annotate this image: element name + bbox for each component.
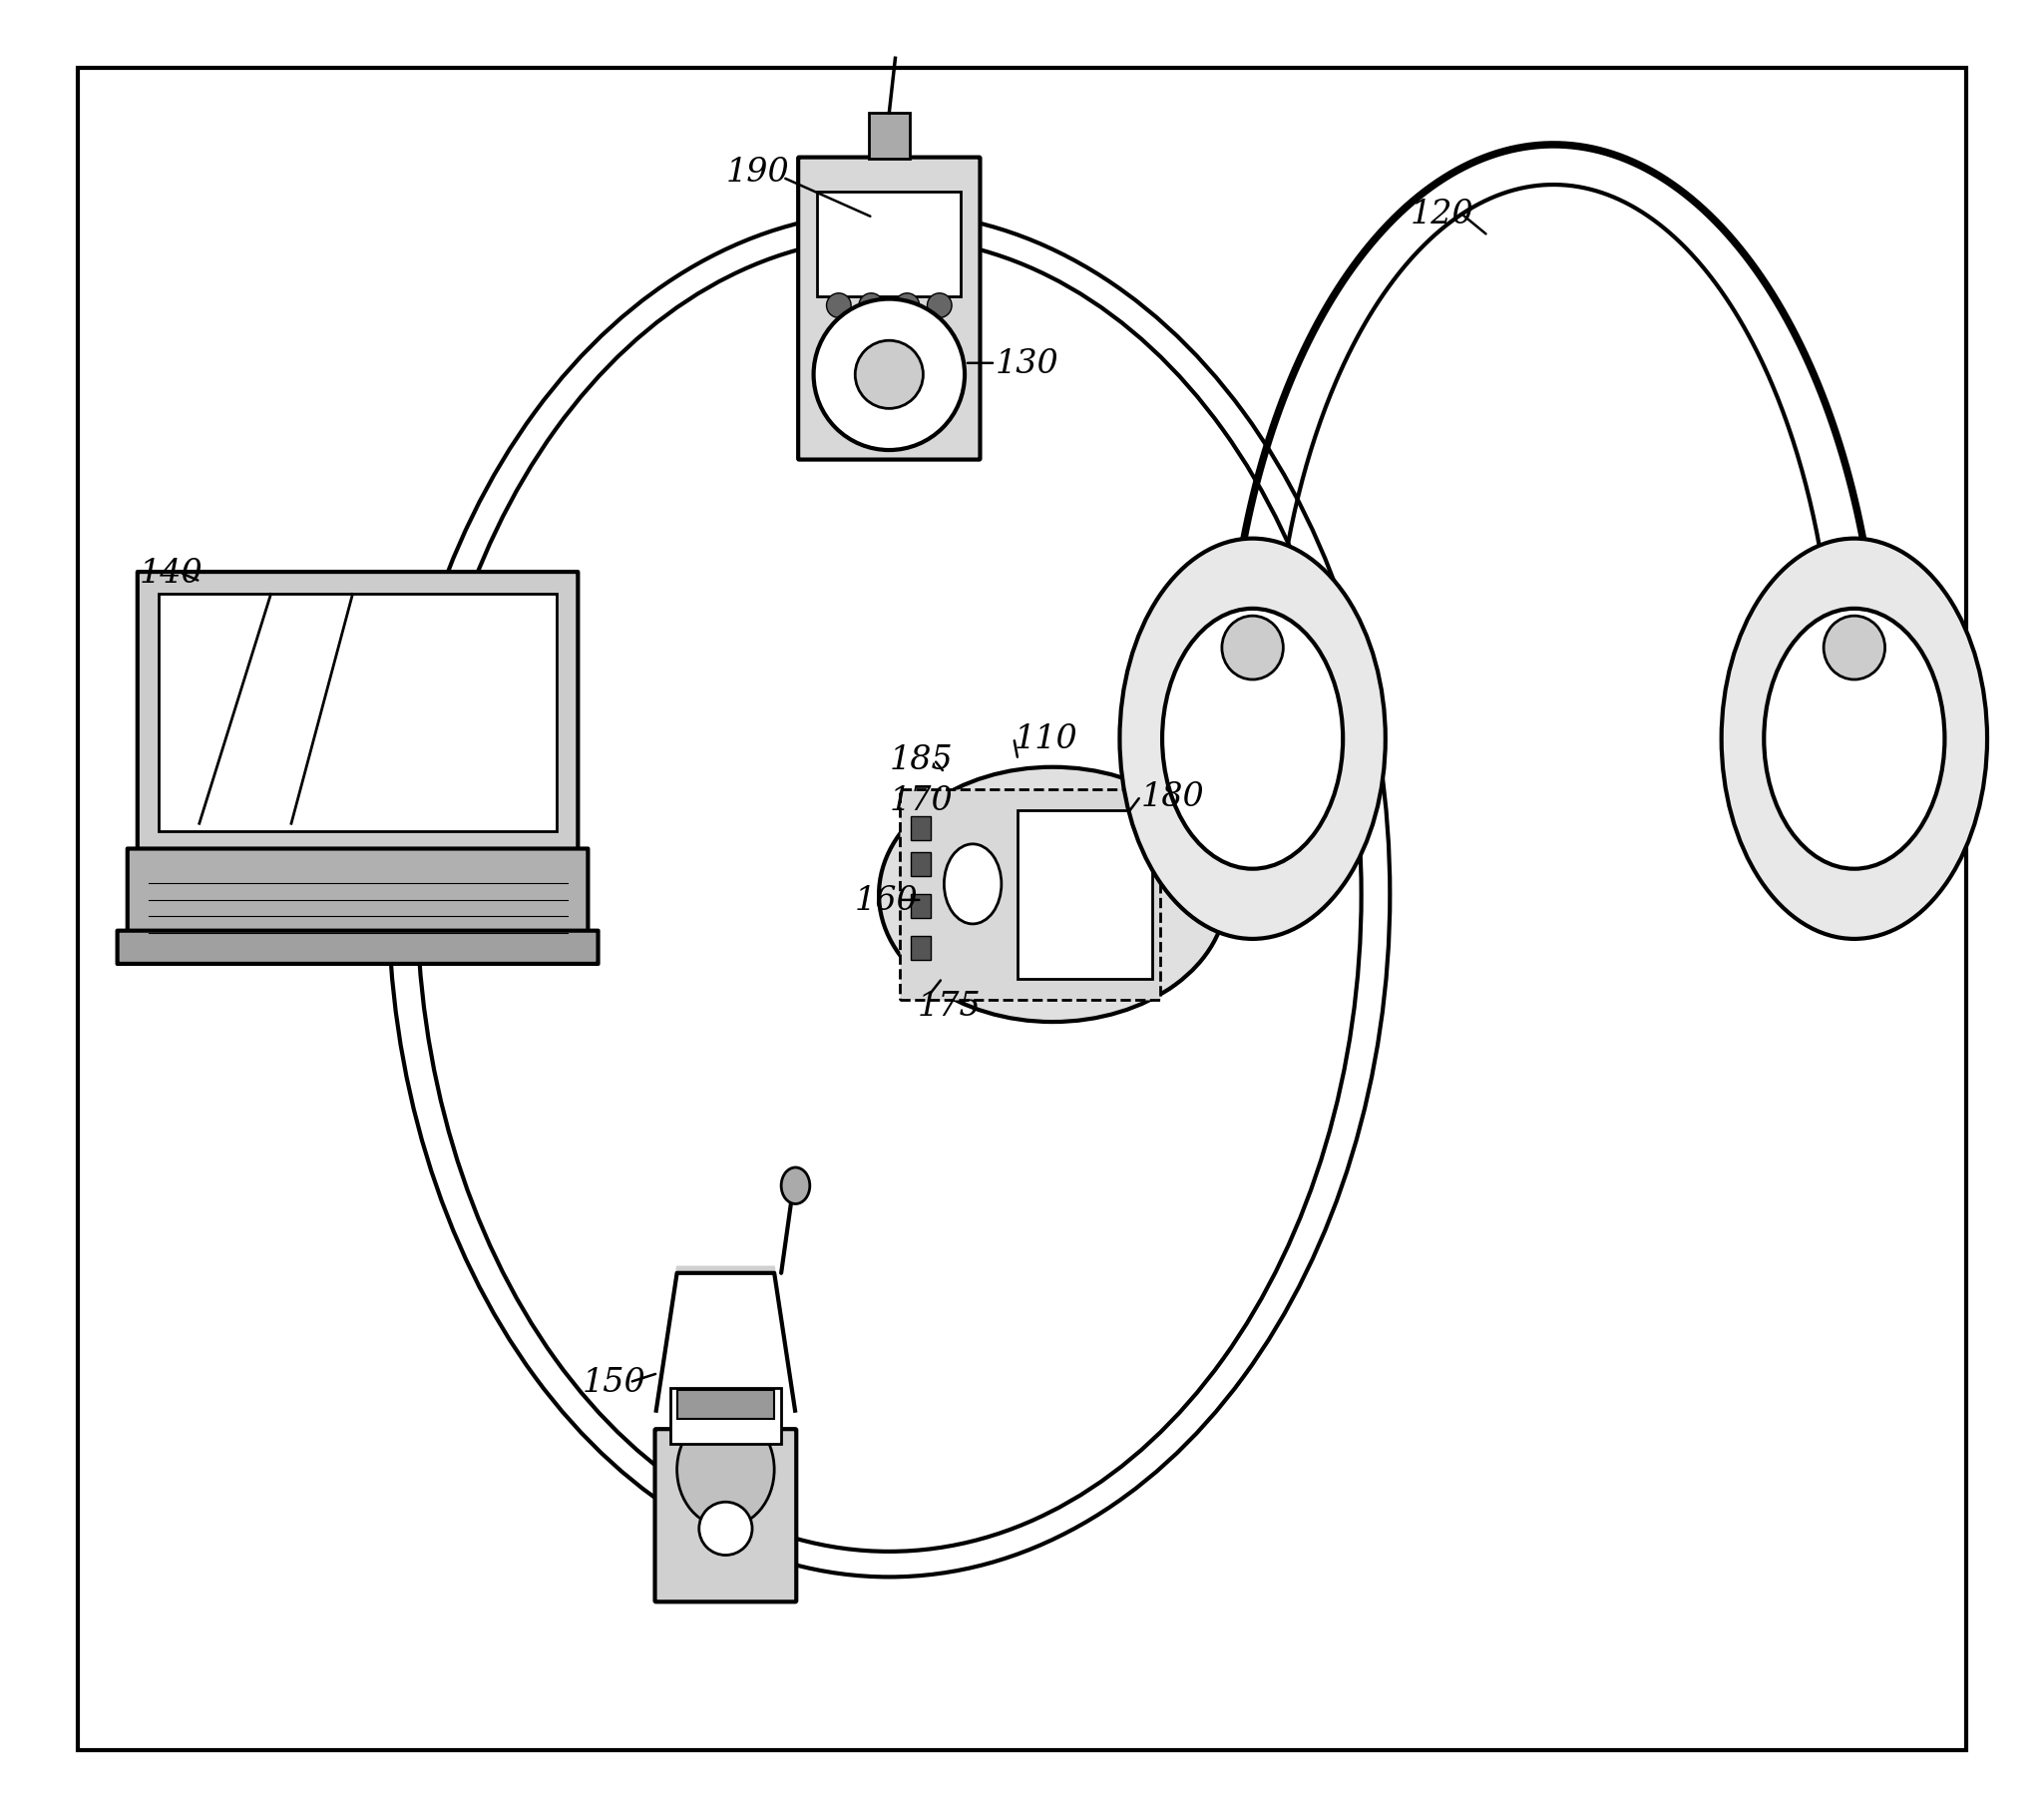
Text: 180: 180 [1141,780,1204,813]
Bar [670,1388,781,1444]
Bar [869,113,910,158]
Bar [677,1390,775,1419]
Circle shape [928,295,953,318]
Text: 120: 120 [1410,198,1474,231]
FancyBboxPatch shape [127,849,589,937]
FancyBboxPatch shape [117,931,599,964]
Polygon shape [656,1266,795,1412]
Bar [910,817,930,840]
FancyBboxPatch shape [137,573,578,855]
Ellipse shape [1222,617,1284,680]
Circle shape [854,342,924,409]
Ellipse shape [1764,609,1944,869]
FancyBboxPatch shape [799,158,979,460]
Circle shape [814,300,965,451]
Bar [159,595,556,831]
Bar [910,853,930,877]
Circle shape [826,295,850,318]
Ellipse shape [879,768,1226,1022]
Bar [1018,811,1153,979]
Text: 150: 150 [583,1366,646,1399]
FancyBboxPatch shape [654,1430,797,1603]
Ellipse shape [1120,538,1386,939]
Ellipse shape [1163,609,1343,869]
Ellipse shape [944,844,1002,924]
Text: 175: 175 [918,990,981,1022]
Circle shape [858,295,883,318]
Text: 170: 170 [889,784,953,817]
Ellipse shape [1721,538,1987,939]
Text: 190: 190 [726,156,789,189]
Text: 160: 160 [854,884,918,917]
Ellipse shape [1823,617,1885,680]
Ellipse shape [677,1412,775,1526]
Text: 110: 110 [1014,722,1077,755]
Bar [910,895,930,919]
Bar [910,937,930,960]
Circle shape [699,1502,752,1555]
Bar [818,193,961,296]
Text: 140: 140 [139,557,202,589]
Text: 185: 185 [889,744,953,777]
Text: 130: 130 [995,347,1059,380]
Ellipse shape [781,1168,809,1204]
Circle shape [895,295,920,318]
Bar [899,789,1161,1000]
